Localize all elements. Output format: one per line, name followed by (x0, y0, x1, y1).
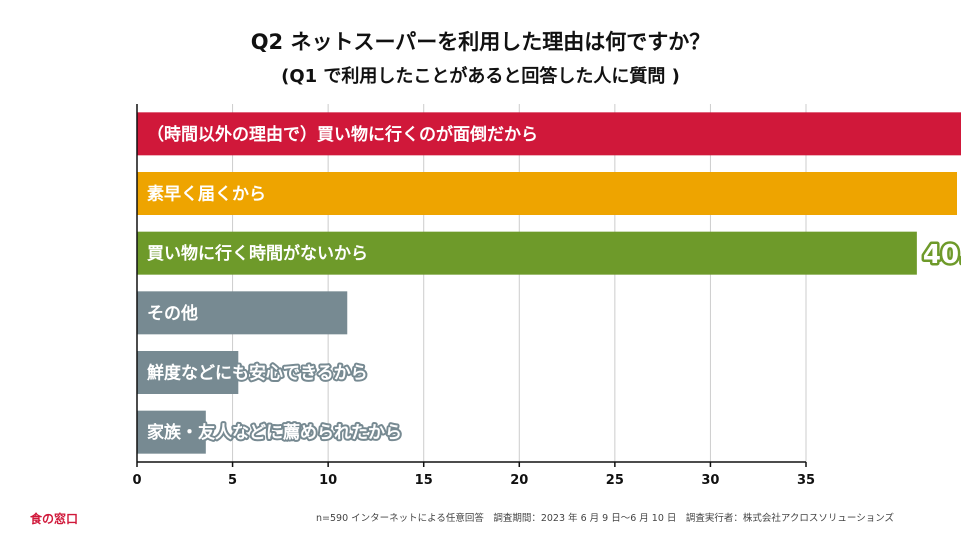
x-tick-label-10: 10 (319, 473, 337, 488)
bar-label-5: 家族・友人などに薦められたから (147, 422, 402, 443)
value-label-2: 40.8% (923, 240, 961, 270)
chart-subtitle: (Q1 で利用したことがあると回答した人に質問 ) (281, 66, 680, 87)
x-tick-label-15: 15 (415, 473, 433, 488)
x-tick-label-35: 35 (797, 473, 815, 488)
x-tick-label-5: 5 (228, 473, 237, 488)
bar-label-1: 素早く届くから (147, 185, 266, 205)
bar-label-0: （時間以外の理由で）買い物に行くのが面倒だから (147, 124, 538, 145)
bar-label-3: その他 (147, 303, 198, 324)
bar-4 (137, 351, 239, 394)
bar-2 (137, 231, 917, 275)
bar-0 (137, 112, 961, 156)
x-tick-label-30: 30 (701, 473, 719, 488)
bar-label-2: 買い物に行く時間がないから (147, 243, 368, 264)
survey-note: n=590 インターネットによる任意回答 調査期間：2023 年 6 月 9 日… (316, 513, 895, 524)
x-tick-label-25: 25 (606, 473, 624, 488)
chart-title: Q2 ネットスーパーを利用した理由は何ですか？ (250, 30, 711, 54)
bar-3 (137, 291, 348, 335)
bar-1 (137, 172, 958, 215)
bar-label-4: 鮮度などにも安心できるから (147, 363, 368, 384)
brand-logo-text: 食の窓口 (30, 512, 79, 526)
x-tick-label-20: 20 (510, 473, 528, 488)
x-tick-label-0: 0 (132, 473, 141, 488)
bar-5 (137, 410, 206, 454)
